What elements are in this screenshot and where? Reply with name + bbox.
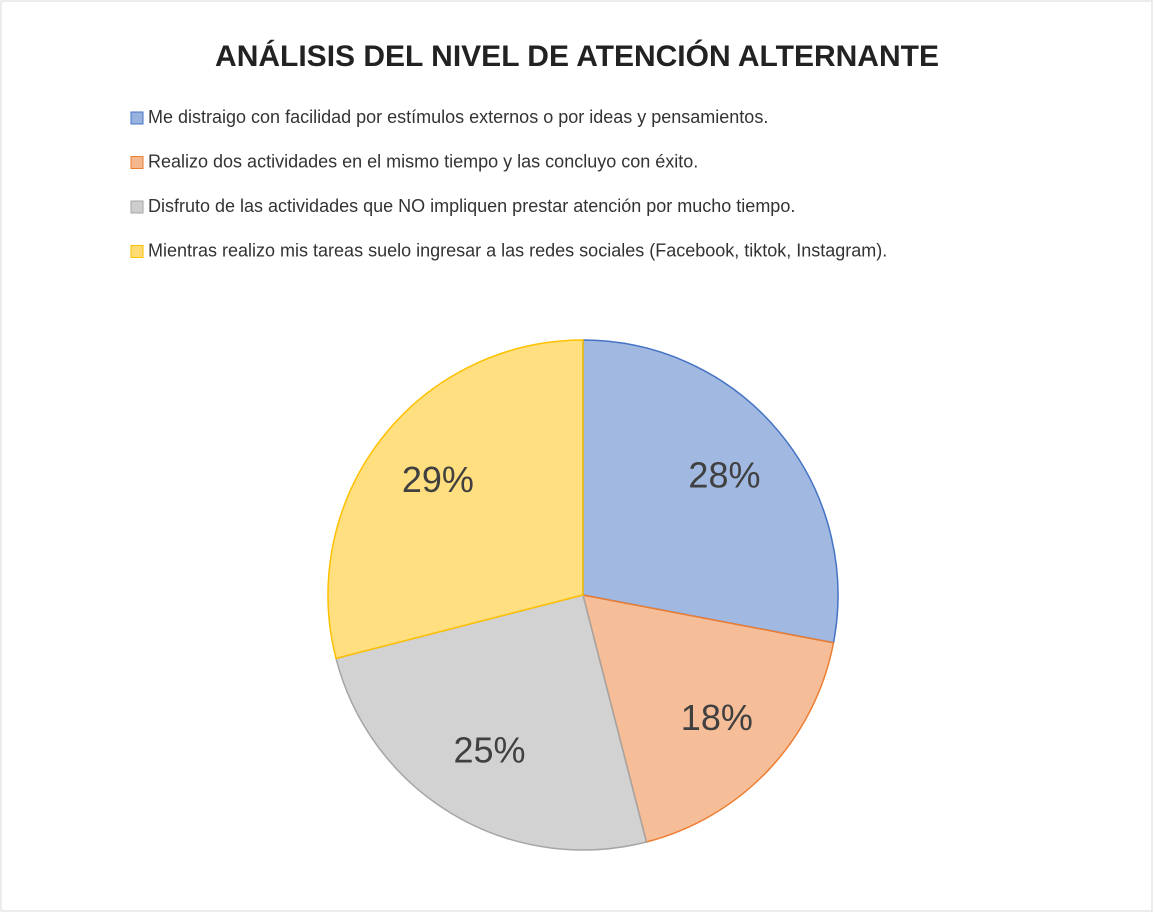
data-label: 18% bbox=[681, 697, 753, 738]
pie-slice bbox=[581, 594, 835, 843]
data-label: 28% bbox=[688, 454, 760, 495]
legend-label: Mientras realizo mis tareas suelo ingres… bbox=[148, 240, 887, 260]
data-label: 25% bbox=[454, 730, 526, 771]
chart-title: ANÁLISIS DEL NIVEL DE ATENCIÓN ALTERNANT… bbox=[215, 39, 939, 73]
pie-slice bbox=[327, 339, 584, 660]
legend-label: Me distraigo con facilidad por estímulos… bbox=[148, 107, 768, 127]
legend-swatch bbox=[130, 200, 144, 214]
data-label: 29% bbox=[402, 459, 474, 500]
legend-swatch bbox=[130, 245, 144, 258]
legend-swatch bbox=[130, 156, 144, 169]
legend-label: Disfruto de las actividades que NO impli… bbox=[148, 196, 795, 216]
pie-slice bbox=[582, 339, 839, 644]
legend-swatch bbox=[130, 111, 144, 125]
legend-label: Realizo dos actividades en el mismo tiem… bbox=[148, 151, 698, 171]
pie-slice bbox=[335, 594, 648, 851]
